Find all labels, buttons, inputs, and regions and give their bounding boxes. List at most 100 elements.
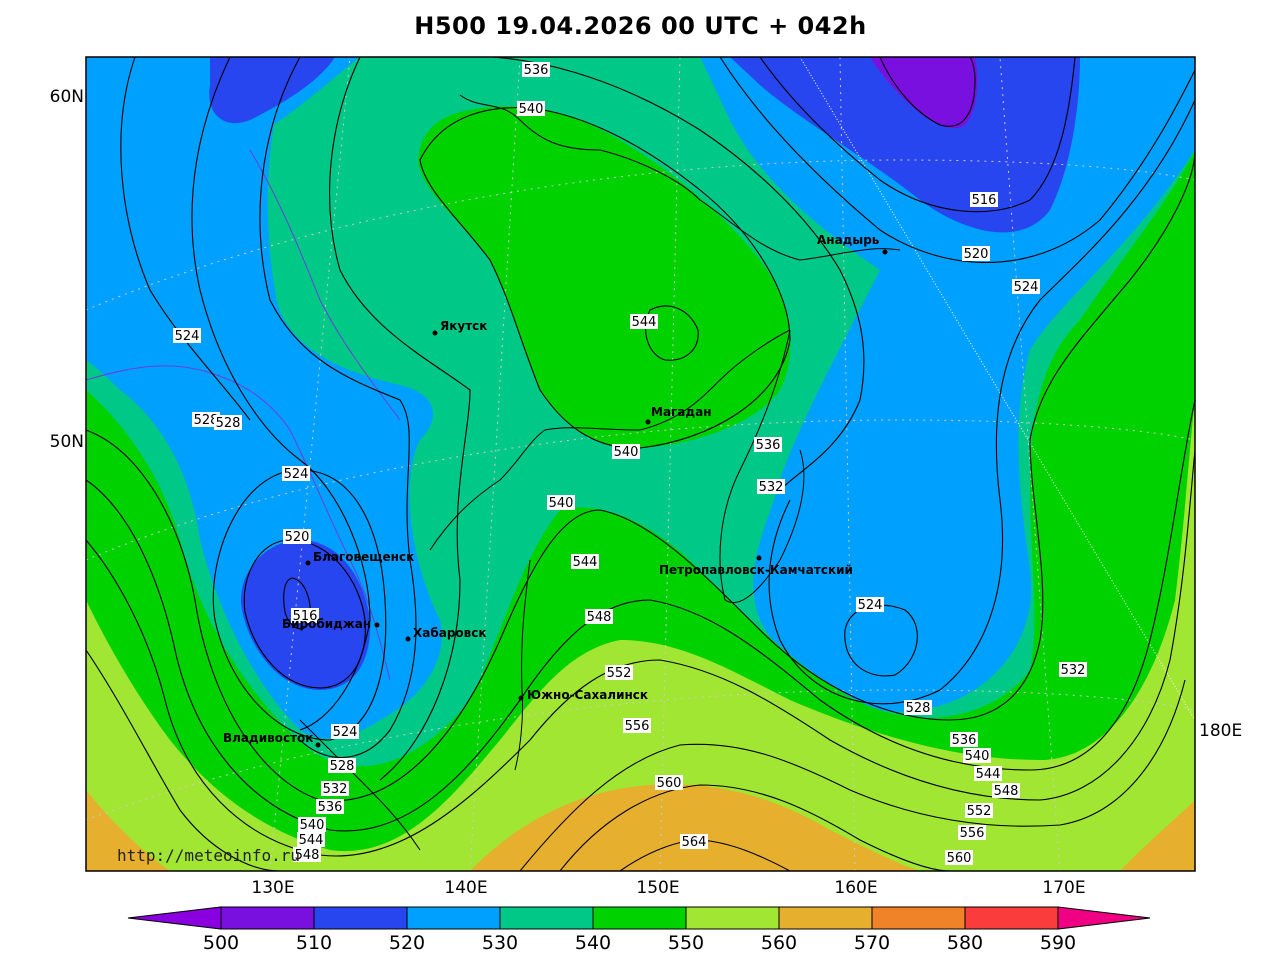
contour-520-low [243, 539, 366, 689]
colorbar-segment [499, 906, 594, 930]
map-frame [85, 56, 1196, 872]
contour-label: 536 [316, 799, 344, 815]
colorbar-legend: 500 510 520 530 540 550 560 570 580 590 [127, 906, 1151, 954]
colorbar-segment [685, 906, 780, 930]
contour-label: 528 [214, 415, 242, 431]
svg-text:560: 560 [947, 851, 972, 866]
colorbar-segment [313, 906, 408, 930]
contour-label: 532 [321, 781, 349, 797]
contour-label: 532 [757, 479, 785, 495]
svg-text:544: 544 [976, 767, 1001, 782]
svg-text:Биробиджан: Биробиджан [282, 617, 371, 631]
contour-label: 524 [331, 724, 359, 740]
svg-text:520: 520 [964, 247, 989, 262]
svg-text:528: 528 [906, 701, 931, 716]
lon-label-160e: 160E [834, 878, 877, 898]
colorbar-segment [220, 906, 315, 930]
contour-label: 544 [571, 554, 599, 570]
contour-label: 544 [630, 314, 658, 330]
city-birobidzhan: Биробиджан [282, 617, 380, 631]
colorbar-label: 550 [668, 932, 704, 954]
graticule-lon-160 [839, 57, 856, 871]
contour-544-south [86, 399, 1195, 832]
lat-label-60n: 60N [50, 87, 84, 107]
contour-label: 560 [655, 775, 683, 791]
graticule-lon-150 [659, 57, 681, 871]
contour-label: 544 [974, 766, 1002, 782]
cities: Якутск Магадан Анадырь Петропавловск-Кам… [223, 233, 888, 748]
graticule-lat-60 [86, 159, 1195, 311]
colorbar-segment [871, 906, 966, 930]
contour-560-south [559, 784, 951, 871]
contour-lines [86, 57, 1195, 871]
colorbar-label: 510 [296, 932, 332, 954]
lat-label-50n: 50N [50, 432, 84, 452]
svg-text:520: 520 [285, 530, 310, 545]
svg-text:544: 544 [632, 315, 657, 330]
city-yuzhno-sakhalinsk: Южно-Сахалинск [518, 688, 648, 702]
lon-label-150e: 150E [636, 878, 679, 898]
contour-label: 520 [283, 529, 311, 545]
graticule-lon-140 [469, 57, 521, 871]
contour-label: 548 [293, 847, 321, 863]
band-560-570 [86, 784, 1195, 871]
contour-label: 528 [904, 700, 932, 716]
city-vladivostok: Владивосток [223, 731, 321, 748]
colorbar-label: 500 [203, 932, 239, 954]
svg-text:Благовещенск: Благовещенск [313, 550, 414, 564]
filled-height-field [86, 57, 1195, 871]
contour-label: 532 [1059, 662, 1087, 678]
contour-label: 564 [680, 834, 708, 850]
contour-516-ne [759, 57, 1076, 213]
svg-text:556: 556 [625, 719, 650, 734]
svg-text:516: 516 [972, 193, 997, 208]
svg-text:544: 544 [573, 555, 598, 570]
contour-label: 540 [298, 817, 326, 833]
coast-primorye [299, 719, 421, 851]
svg-text:524: 524 [284, 467, 309, 482]
band-540-550-central [418, 106, 791, 449]
svg-text:564: 564 [682, 835, 707, 850]
contour-516-low [283, 577, 311, 630]
svg-text:552: 552 [967, 804, 992, 819]
contour-label: 556 [958, 825, 986, 841]
svg-text:516: 516 [293, 609, 318, 624]
contour-label: 516 [291, 608, 319, 624]
coast-arctic [459, 94, 901, 261]
svg-text:528: 528 [330, 759, 355, 774]
border-china [86, 365, 391, 681]
svg-text:556: 556 [960, 826, 985, 841]
contour-544-center [645, 305, 699, 361]
colorbar-label: 590 [1040, 932, 1076, 954]
borders [86, 149, 401, 681]
graticule [86, 57, 1195, 871]
contour-labels: 536 540 544 540 536 532 540 544 548 552 … [173, 62, 1087, 866]
contour-label: 540 [963, 748, 991, 764]
svg-text:Анадырь: Анадырь [817, 233, 880, 247]
svg-text:540: 540 [519, 102, 544, 117]
map-title: H500 19.04.2026 00 UTC + 042h [414, 12, 867, 40]
contour-label: 516 [970, 192, 998, 208]
svg-text:536: 536 [524, 63, 549, 78]
city-magadan: Магадан [645, 405, 712, 425]
watermark-text: http://meteoinfo.ru [117, 846, 300, 865]
contour-label: 524 [856, 597, 884, 613]
colorbar-label: 580 [947, 932, 983, 954]
svg-text:540: 540 [549, 496, 574, 511]
svg-text:548: 548 [295, 848, 320, 863]
contour-label: 548 [585, 609, 613, 625]
colorbar-segment [964, 906, 1059, 930]
coast-okhotsk [429, 329, 791, 551]
band-500-510-core [870, 57, 978, 129]
contour-label: 524 [1012, 279, 1040, 295]
contour-520-ne [719, 57, 1195, 264]
coastlines [299, 94, 901, 851]
colorbar-segment [406, 906, 501, 930]
svg-text:540: 540 [614, 445, 639, 460]
svg-text:552: 552 [607, 666, 632, 681]
colorbar-segment [592, 906, 687, 930]
svg-text:560: 560 [657, 776, 682, 791]
svg-text:524: 524 [175, 329, 200, 344]
contour-label: 524 [173, 328, 201, 344]
